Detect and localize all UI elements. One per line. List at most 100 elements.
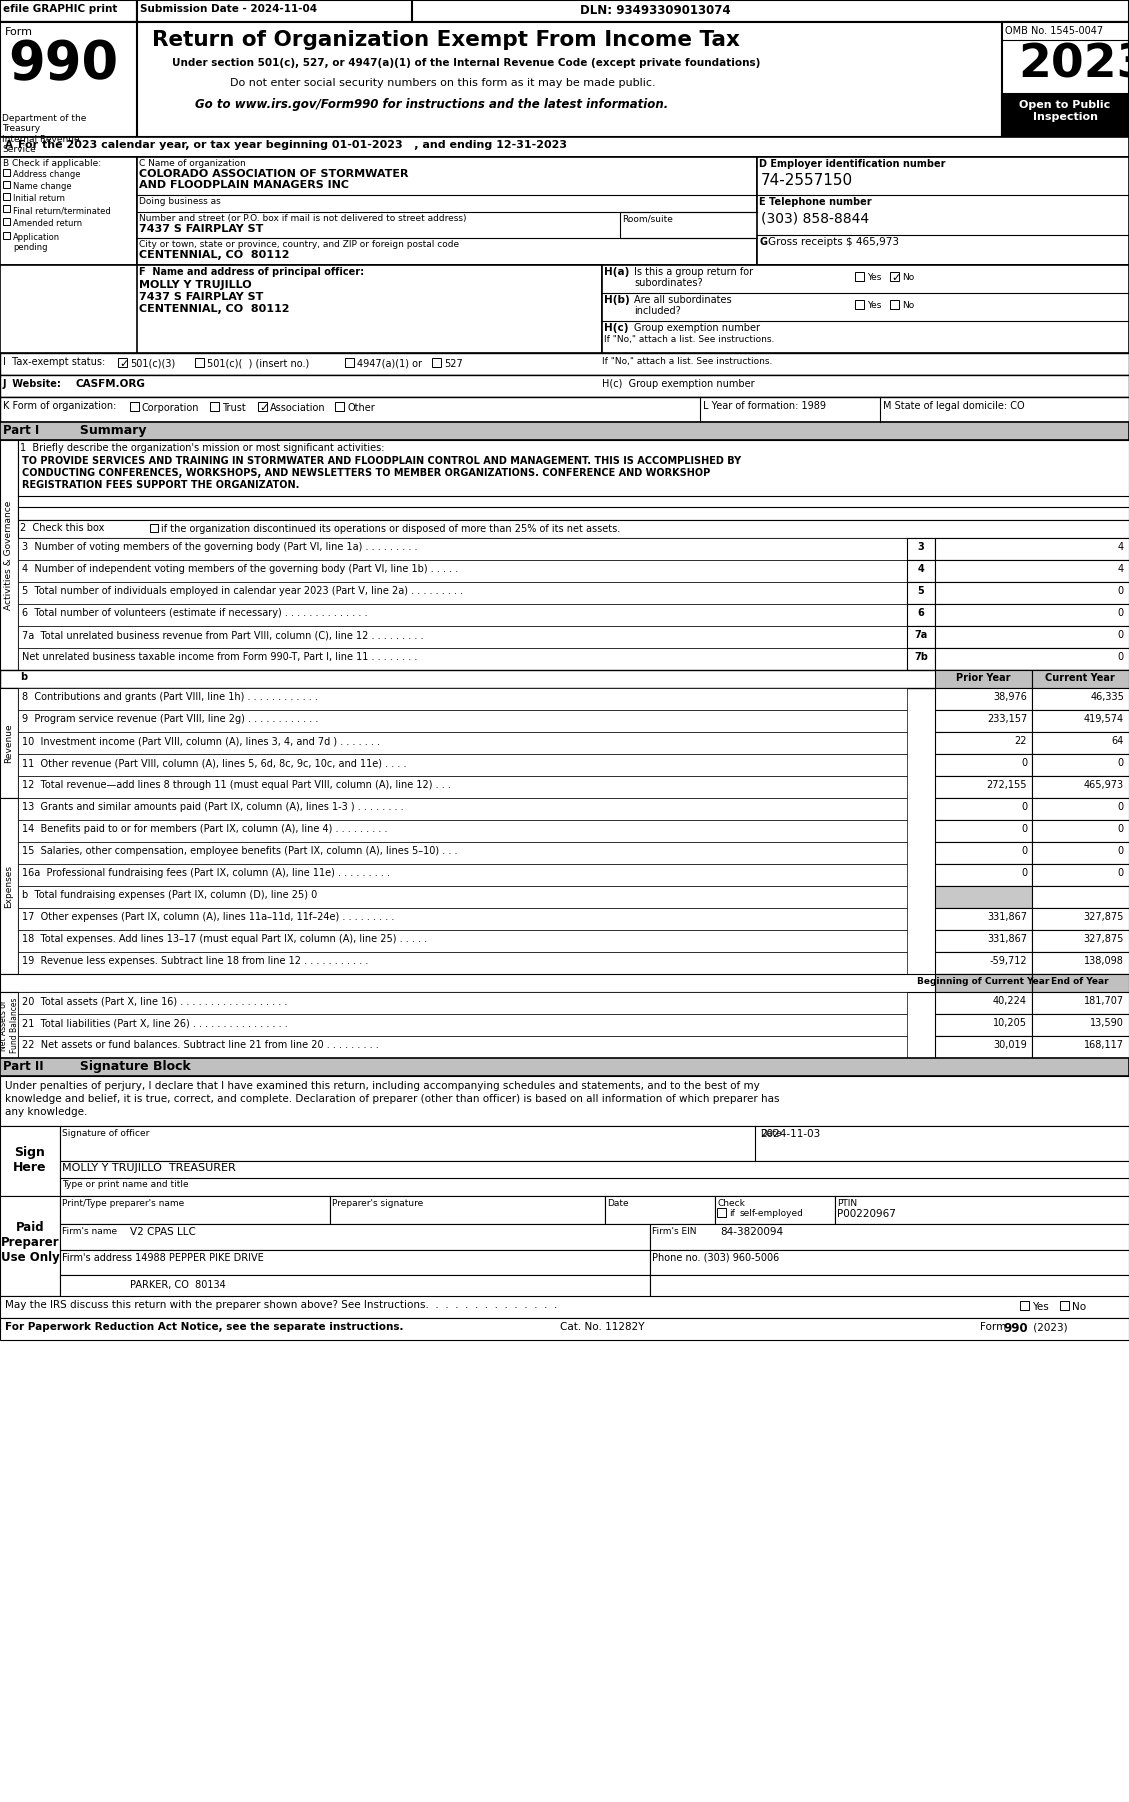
Bar <box>1032 1015 1129 1036</box>
Bar <box>935 582 1129 604</box>
Text: 7b: 7b <box>914 652 928 661</box>
Bar <box>935 842 1032 863</box>
Bar <box>18 560 907 582</box>
Text: Signature of officer: Signature of officer <box>62 1130 149 1139</box>
Bar <box>1032 930 1129 951</box>
Bar <box>18 649 907 670</box>
Bar <box>758 157 1129 265</box>
Text: 9  Program service revenue (Part VIII, line 2g) . . . . . . . . . . . .: 9 Program service revenue (Part VIII, li… <box>21 714 318 724</box>
Bar <box>0 0 137 22</box>
Bar <box>18 951 907 975</box>
Text: CASFM.ORG: CASFM.ORG <box>75 378 145 389</box>
Bar <box>0 422 1129 440</box>
Bar <box>0 991 18 1058</box>
Text: 168,117: 168,117 <box>1084 1040 1124 1051</box>
Bar <box>130 402 139 411</box>
Text: 14  Benefits paid to or for members (Part IX, column (A), line 4) . . . . . . . : 14 Benefits paid to or for members (Part… <box>21 824 387 834</box>
Bar <box>0 0 1129 22</box>
Text: self-employed: self-employed <box>739 1209 804 1218</box>
Text: A: A <box>5 141 14 150</box>
Text: 990: 990 <box>1003 1323 1027 1335</box>
Bar <box>715 1197 835 1224</box>
Text: Address change: Address change <box>14 169 80 178</box>
Text: 64: 64 <box>1112 735 1124 746</box>
Bar <box>18 908 907 930</box>
Text: 501(c)(  ) (insert no.): 501(c)( ) (insert no.) <box>207 359 309 369</box>
Bar <box>432 359 441 368</box>
Text: 7437 S FAIRPLAY ST: 7437 S FAIRPLAY ST <box>139 292 263 303</box>
Text: Application
pending: Application pending <box>14 232 60 252</box>
Text: Firm's address 14988 PEPPER PIKE DRIVE: Firm's address 14988 PEPPER PIKE DRIVE <box>62 1252 264 1263</box>
Text: P00220967: P00220967 <box>837 1209 896 1218</box>
Text: Department of the
Treasury
Internal Revenue
Service: Department of the Treasury Internal Reve… <box>2 114 87 155</box>
Bar <box>935 1015 1032 1036</box>
Bar <box>18 604 907 625</box>
Text: If "No," attach a list. See instructions.: If "No," attach a list. See instructions… <box>602 357 772 366</box>
Text: 990: 990 <box>8 38 119 90</box>
Text: Are all subordinates: Are all subordinates <box>634 296 732 305</box>
Bar <box>935 539 1129 560</box>
Bar <box>907 539 935 560</box>
Bar <box>1032 863 1129 887</box>
Text: H(c)  Group exemption number: H(c) Group exemption number <box>602 378 754 389</box>
Text: Type or print name and title: Type or print name and title <box>62 1180 189 1189</box>
Text: TO PROVIDE SERVICES AND TRAINING IN STORMWATER AND FLOODPLAIN CONTROL AND MANAGE: TO PROVIDE SERVICES AND TRAINING IN STOR… <box>21 456 741 467</box>
Bar <box>0 1076 1129 1126</box>
Bar <box>0 1126 60 1197</box>
Text: 0: 0 <box>1118 607 1124 618</box>
Bar <box>935 887 1032 908</box>
Text: 0: 0 <box>1021 845 1027 856</box>
Bar <box>1032 887 1129 908</box>
Bar <box>935 951 1032 975</box>
Text: If "No," attach a list. See instructions.: If "No," attach a list. See instructions… <box>604 335 774 344</box>
Bar <box>650 1224 1129 1251</box>
Bar <box>18 863 907 887</box>
Bar <box>935 930 1032 951</box>
Bar <box>935 688 1032 710</box>
Text: 3  Number of voting members of the governing body (Part VI, line 1a) . . . . . .: 3 Number of voting members of the govern… <box>21 542 418 551</box>
Text: Current Year: Current Year <box>1045 672 1114 683</box>
Bar <box>1032 710 1129 732</box>
Text: PTIN: PTIN <box>837 1198 857 1207</box>
Bar <box>0 798 18 975</box>
Bar <box>1032 951 1129 975</box>
Text: Final return/terminated: Final return/terminated <box>14 205 111 214</box>
Bar <box>650 1276 1129 1299</box>
Text: Initial return: Initial return <box>14 195 65 204</box>
Bar <box>1032 753 1129 777</box>
Bar <box>18 753 907 777</box>
Text: 6  Total number of volunteers (estimate if necessary) . . . . . . . . . . . . . : 6 Total number of volunteers (estimate i… <box>21 607 368 618</box>
Bar <box>137 0 412 22</box>
Text: 0: 0 <box>1021 759 1027 768</box>
Text: Yes: Yes <box>1032 1303 1049 1312</box>
Bar <box>18 732 907 753</box>
Text: May the IRS discuss this return with the preparer shown above? See Instructions.: May the IRS discuss this return with the… <box>5 1299 558 1310</box>
Text: 4  Number of independent voting members of the governing body (Part VI, line 1b): 4 Number of independent voting members o… <box>21 564 458 575</box>
Text: Trust: Trust <box>222 404 246 413</box>
Text: knowledge and belief, it is true, correct, and complete. Declaration of preparer: knowledge and belief, it is true, correc… <box>5 1094 779 1105</box>
Text: For the 2023 calendar year, or tax year beginning 01-01-2023   , and ending 12-3: For the 2023 calendar year, or tax year … <box>18 141 567 150</box>
Bar <box>1032 975 1129 991</box>
Text: AND FLOODPLAIN MANAGERS INC: AND FLOODPLAIN MANAGERS INC <box>139 180 349 189</box>
Bar <box>1019 1301 1029 1310</box>
Text: Sign
Here: Sign Here <box>14 1146 46 1173</box>
Bar <box>1032 842 1129 863</box>
Text: B Check if applicable:: B Check if applicable: <box>3 159 102 168</box>
Bar <box>1032 820 1129 842</box>
Bar <box>18 1036 907 1058</box>
Bar <box>907 649 935 670</box>
Bar <box>935 1036 1032 1058</box>
Text: End of Year: End of Year <box>1051 977 1109 986</box>
Bar <box>18 842 907 863</box>
Bar <box>60 1251 650 1276</box>
Text: if the organization discontinued its operations or disposed of more than 25% of : if the organization discontinued its ope… <box>161 524 620 533</box>
Text: 7a: 7a <box>914 631 928 640</box>
Text: COLORADO ASSOCIATION OF STORMWATER: COLORADO ASSOCIATION OF STORMWATER <box>139 169 409 178</box>
Bar <box>330 1197 605 1224</box>
Text: City or town, state or province, country, and ZIP or foreign postal code: City or town, state or province, country… <box>139 240 460 249</box>
Text: Do not enter social security numbers on this form as it may be made public.: Do not enter social security numbers on … <box>230 77 656 88</box>
Bar <box>935 863 1032 887</box>
Bar <box>855 299 864 308</box>
Text: I  Tax-exempt status:: I Tax-exempt status: <box>3 357 105 368</box>
Bar <box>907 604 935 625</box>
